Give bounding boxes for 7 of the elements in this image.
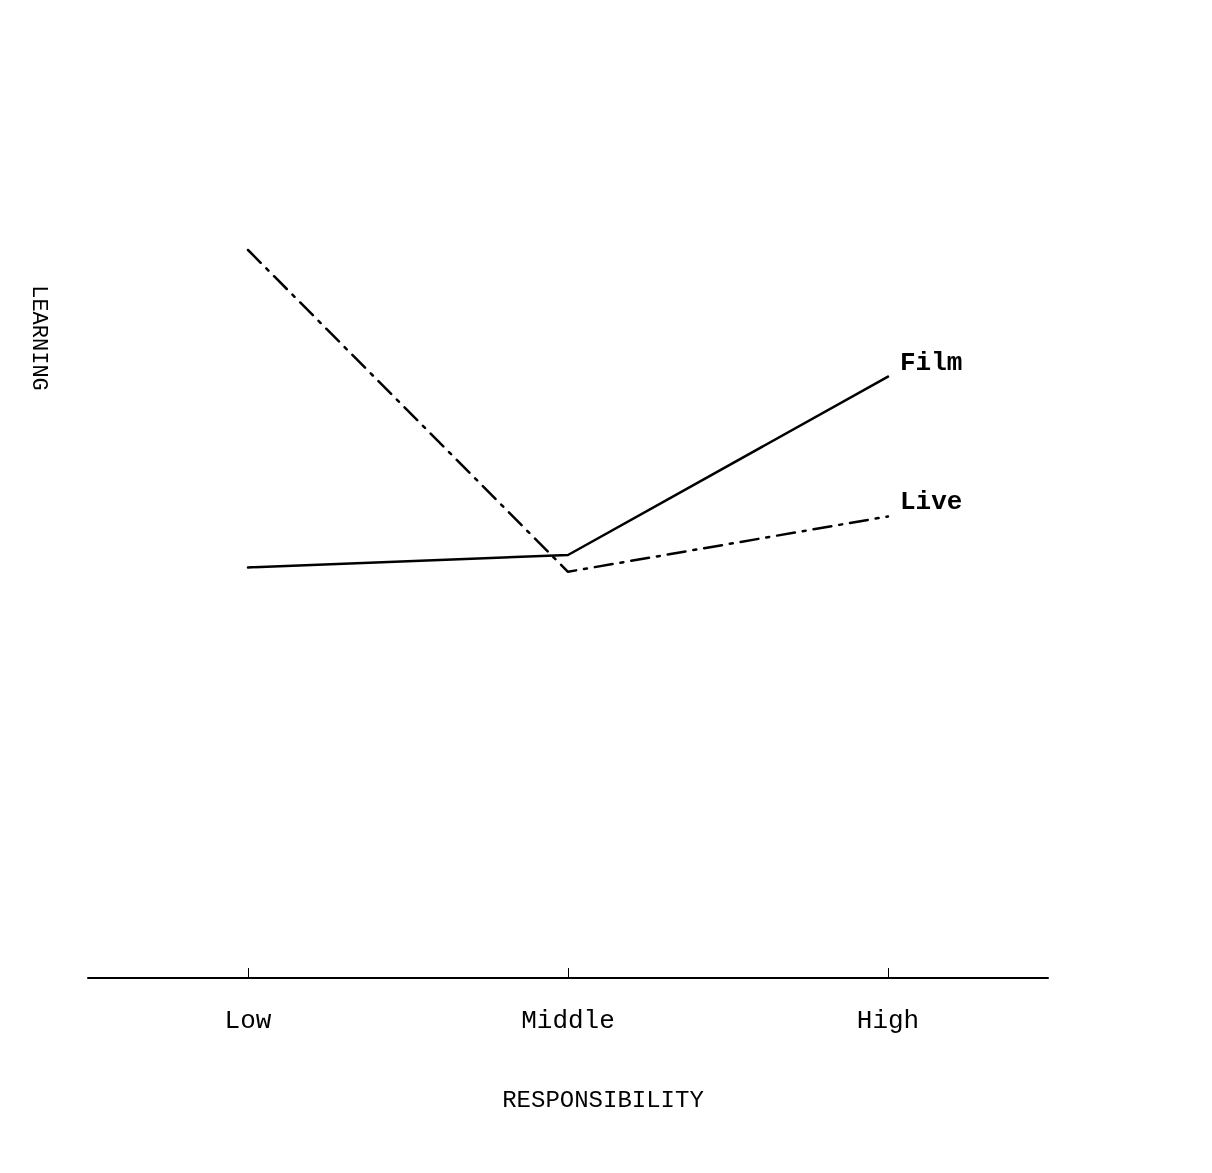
series-label: Film (900, 347, 963, 378)
x-tick-label: Middle (521, 1006, 615, 1036)
x-tick-label: Low (224, 1006, 272, 1036)
y-axis-title: LEARNING (25, 285, 51, 391)
x-axis-title: RESPONSIBILITY (502, 1086, 704, 1114)
series-label: Live (900, 487, 963, 518)
x-tick-label: High (856, 1006, 920, 1036)
